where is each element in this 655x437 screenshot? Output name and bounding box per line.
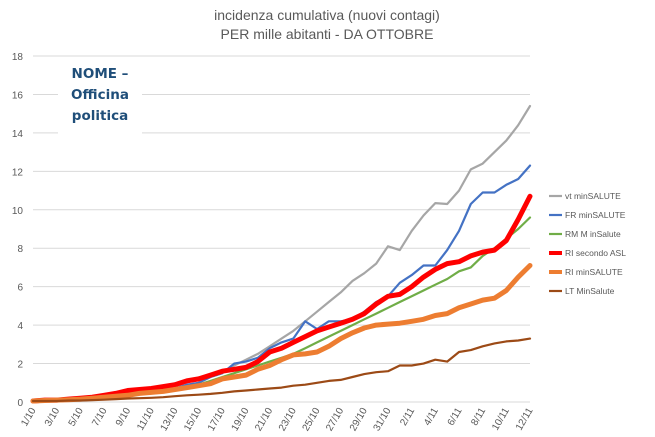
x-tick-label: 1/10 xyxy=(19,406,38,429)
x-tick-label: 19/10 xyxy=(230,406,252,434)
x-tick-label: 6/11 xyxy=(446,406,465,428)
x-tick-label: 29/10 xyxy=(348,406,370,434)
watermark-box: NOME – Officina politica xyxy=(58,62,142,136)
y-tick-label: 16 xyxy=(12,90,24,101)
y-tick-label: 10 xyxy=(12,206,24,217)
x-tick-label: 17/10 xyxy=(206,406,228,434)
y-tick-label: 14 xyxy=(12,129,24,140)
legend-label: RI secondo ASL xyxy=(565,248,626,258)
watermark-line2: Officina xyxy=(71,87,129,103)
x-tick-label: 7/10 xyxy=(90,406,109,429)
legend-label: vt minSALUTE xyxy=(565,191,621,201)
x-tick-label: 8/11 xyxy=(469,406,488,428)
legend-label: LT MinSalute xyxy=(565,286,615,296)
legend-label: RI minSALUTE xyxy=(565,267,623,277)
series-lines xyxy=(30,104,533,404)
x-tick-label: 11/10 xyxy=(135,406,157,433)
x-tick-label: 21/10 xyxy=(253,406,275,434)
y-tick-label: 8 xyxy=(17,244,23,255)
legend: vt minSALUTE FR minSALUTE RM M inSalute RI … xyxy=(549,191,626,296)
x-tick-label: 4/11 xyxy=(422,406,441,428)
chart-title-line2: PER mille abitanti - DA OTTOBRE xyxy=(221,26,434,42)
x-tick-label: 13/10 xyxy=(159,406,181,434)
y-tick-label: 12 xyxy=(12,167,24,178)
x-tick-label: 9/10 xyxy=(114,406,133,429)
x-tick-label: 10/11 xyxy=(490,406,512,433)
x-tick-label: 3/10 xyxy=(43,406,62,429)
x-tick-label: 25/10 xyxy=(301,406,323,434)
x-tick-label: 12/11 xyxy=(514,406,536,433)
series-line-5 xyxy=(30,263,533,404)
watermark-line1: NOME – xyxy=(71,66,129,82)
series-line-2 xyxy=(31,164,532,403)
y-tick-label: 0 xyxy=(17,398,23,409)
chart-title-line1: incidenza cumulativa (nuovi contagi) xyxy=(214,7,440,23)
x-tick-label: 27/10 xyxy=(324,406,346,434)
x-tick-label: 2/11 xyxy=(398,406,417,428)
y-tick-label: 4 xyxy=(17,321,23,332)
y-tick-label: 2 xyxy=(17,360,23,371)
y-tick-label: 6 xyxy=(17,283,23,294)
series-line-4 xyxy=(30,193,533,404)
grid-lines xyxy=(33,55,530,403)
y-axis-tick-labels: 0 2 4 6 8 10 12 14 16 18 xyxy=(12,52,24,409)
legend-label: RM M inSalute xyxy=(565,229,621,239)
x-tick-label: 5/10 xyxy=(67,406,86,429)
x-axis-tick-labels: 1/10 3/10 5/10 7/10 9/10 11/10 13/10 15/10 17/10… xyxy=(19,406,535,434)
watermark-line3: politica xyxy=(71,108,129,124)
x-tick-label: 15/10 xyxy=(182,406,204,434)
series-line-6 xyxy=(31,337,532,403)
x-tick-label: 23/10 xyxy=(277,406,299,434)
x-tick-label: 31/10 xyxy=(372,406,394,434)
y-tick-label: 18 xyxy=(12,52,24,63)
legend-label: FR minSALUTE xyxy=(565,210,626,220)
